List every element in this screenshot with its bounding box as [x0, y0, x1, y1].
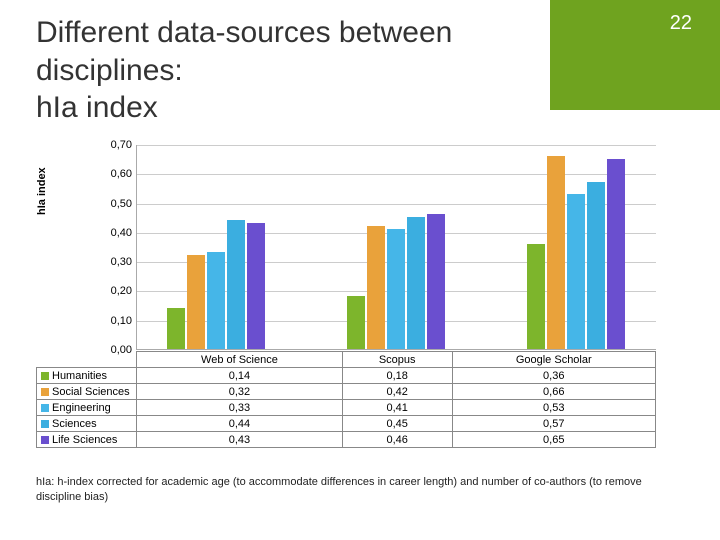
series-label: Engineering: [37, 400, 137, 416]
bar: [367, 226, 385, 349]
y-tick-label: 0,70: [111, 139, 132, 151]
table-column-header: Scopus: [342, 352, 452, 368]
bar-group: [167, 220, 265, 349]
y-tick-label: 0,60: [111, 168, 132, 180]
legend-swatch: [41, 404, 49, 412]
data-table: Web of ScienceScopusGoogle ScholarHumani…: [36, 351, 656, 448]
slide: 22 Different data-sources between discip…: [0, 0, 720, 540]
hia-chart: hIa index Web of ScienceScopusGoogle Sch…: [36, 145, 656, 455]
table-cell: 0,43: [137, 432, 343, 448]
bar: [167, 308, 185, 349]
table-cell: 0,41: [342, 400, 452, 416]
table-cell: 0,57: [452, 416, 656, 432]
bar: [567, 194, 585, 349]
y-axis-label: hIa index: [36, 167, 48, 215]
table-cell: 0,65: [452, 432, 656, 448]
table-column-header: Web of Science: [137, 352, 343, 368]
y-tick-label: 0,10: [111, 315, 132, 327]
slide-title: Different data-sources between disciplin…: [36, 14, 536, 127]
table-cell: 0,18: [342, 368, 452, 384]
table-row: Social Sciences0,320,420,66: [37, 384, 656, 400]
table-cell: 0,66: [452, 384, 656, 400]
series-label: Sciences: [37, 416, 137, 432]
table-cell: 0,46: [342, 432, 452, 448]
bar: [207, 252, 225, 349]
y-tick-label: 0,20: [111, 285, 132, 297]
bar: [347, 296, 365, 349]
table-cell: 0,36: [452, 368, 656, 384]
plot-area: [136, 145, 656, 350]
legend-swatch: [41, 420, 49, 428]
series-label: Social Sciences: [37, 384, 137, 400]
footnote: hIa: h-index corrected for academic age …: [36, 475, 676, 504]
bar: [527, 244, 545, 349]
bar-group: [347, 214, 445, 349]
bar: [227, 220, 245, 349]
legend-swatch: [41, 436, 49, 444]
y-tick-label: 0,40: [111, 227, 132, 239]
y-tick-label: 0,30: [111, 256, 132, 268]
table-cell: 0,53: [452, 400, 656, 416]
table-cell: 0,45: [342, 416, 452, 432]
bar: [407, 217, 425, 349]
bar: [387, 229, 405, 349]
series-label: Life Sciences: [37, 432, 137, 448]
table-row: Humanities0,140,180,36: [37, 368, 656, 384]
y-tick-label: 0,50: [111, 198, 132, 210]
table-cell: 0,42: [342, 384, 452, 400]
table-row: Engineering0,330,410,53: [37, 400, 656, 416]
table-cell: 0,44: [137, 416, 343, 432]
table-row: Life Sciences0,430,460,65: [37, 432, 656, 448]
bar: [587, 182, 605, 349]
page-number-block: 22: [550, 0, 720, 110]
page-number: 22: [670, 12, 692, 35]
table-column-header: Google Scholar: [452, 352, 656, 368]
table-cell: 0,32: [137, 384, 343, 400]
table-cell: 0,33: [137, 400, 343, 416]
legend-swatch: [41, 372, 49, 380]
bar: [547, 156, 565, 349]
legend-swatch: [41, 388, 49, 396]
y-tick-label: 0,00: [111, 344, 132, 356]
bar-group: [527, 156, 625, 349]
grid-line: [137, 145, 656, 146]
table-cell: 0,14: [137, 368, 343, 384]
table-row: Sciences0,440,450,57: [37, 416, 656, 432]
bar: [187, 255, 205, 349]
bar: [607, 159, 625, 349]
bar: [247, 223, 265, 349]
bar: [427, 214, 445, 349]
series-label: Humanities: [37, 368, 137, 384]
